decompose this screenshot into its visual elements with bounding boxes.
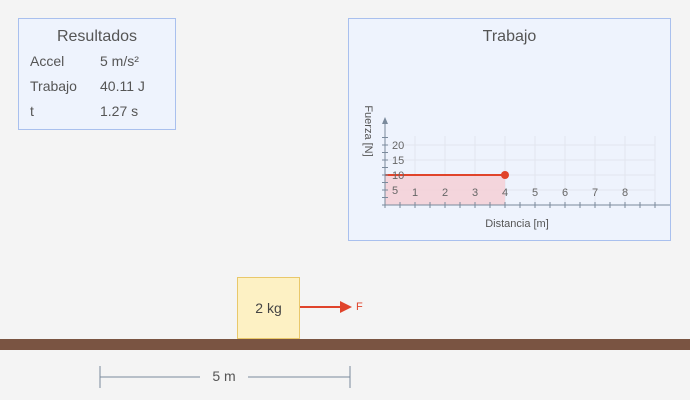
work-chart: 1 2 3 4 5 6 7 8 5 10 15 20 Distancia [m] Fuerza [N]	[362, 105, 670, 230]
work-area-series-0	[385, 175, 505, 205]
result-label-accel: Accel	[30, 53, 65, 69]
current-point-marker	[501, 171, 509, 179]
result-value-time: 1.27 s	[100, 103, 139, 119]
x-tick-label: 6	[562, 187, 568, 199]
result-label-time: t	[30, 103, 34, 119]
ground	[0, 339, 690, 350]
y-tick-label: 20	[392, 140, 404, 152]
force-arrow	[300, 301, 352, 313]
y-tick-label: 10	[392, 170, 404, 182]
x-tick-label: 4	[502, 187, 508, 199]
result-value-trabajo: 40.11 J	[100, 78, 145, 94]
work-chart-panel: Trabajo 1 2 3 4 5 6 7 8 5 10 15 20 Distancia [m] Fuer…	[348, 18, 671, 241]
force-label: F	[356, 301, 363, 313]
x-tick-label: 3	[472, 187, 478, 199]
x-tick-label: 5	[532, 187, 538, 199]
distance-label: 5 m	[200, 368, 248, 384]
work-chart-title: Trabajo	[482, 28, 537, 45]
result-value-accel: 5 m/s²	[100, 53, 139, 69]
mass-block[interactable]: 2 kg	[237, 277, 300, 339]
x-tick-label: 8	[622, 187, 628, 199]
y-axis-label: Fuerza [N]	[362, 105, 374, 156]
results-title: Resultados	[56, 28, 138, 45]
y-axis-arrow	[382, 117, 388, 124]
results-panel: Resultados Accel 5 m/s² Trabajo 40.11 J …	[18, 18, 176, 130]
y-tick-label: 15	[392, 155, 404, 167]
x-tick-label: 7	[592, 187, 598, 199]
mass-label: 2 kg	[255, 300, 282, 316]
y-tick-label: 5	[392, 185, 398, 197]
result-label-trabajo: Trabajo	[30, 78, 77, 94]
x-tick-label: 1	[412, 187, 418, 199]
x-axis-label: Distancia [m]	[485, 218, 549, 230]
x-tick-label: 2	[442, 187, 448, 199]
